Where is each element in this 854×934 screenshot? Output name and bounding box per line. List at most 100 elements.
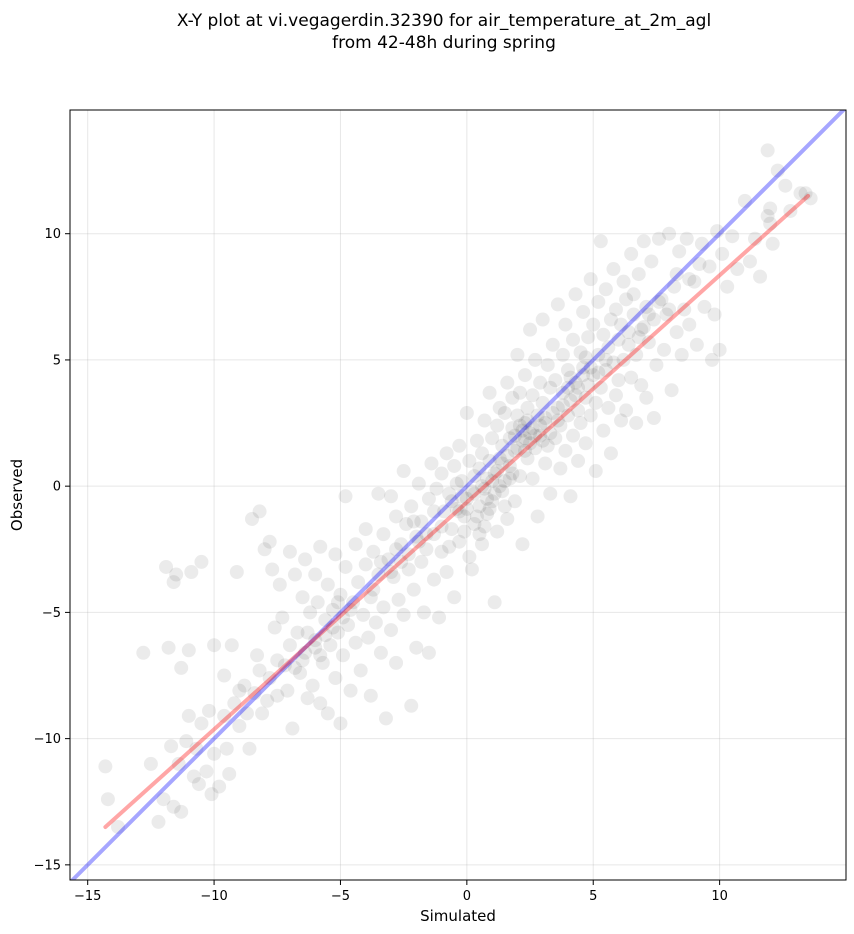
data-point <box>341 618 356 633</box>
data-point <box>406 582 421 597</box>
data-point <box>416 605 431 620</box>
data-point <box>515 433 530 448</box>
data-point <box>368 615 383 630</box>
data-point <box>280 683 295 698</box>
data-point <box>386 570 401 585</box>
data-point <box>614 413 629 428</box>
data-point <box>442 539 457 554</box>
data-point <box>169 567 184 582</box>
data-point <box>502 431 517 446</box>
data-point <box>649 357 664 372</box>
data-point <box>485 494 500 509</box>
data-point <box>566 332 581 347</box>
data-point <box>409 529 424 544</box>
data-point <box>293 665 308 680</box>
data-point <box>143 756 158 771</box>
data-point <box>550 297 565 312</box>
data-point <box>619 292 634 307</box>
data-point <box>378 711 393 726</box>
data-point <box>505 421 520 436</box>
data-point <box>452 504 467 519</box>
data-point <box>373 554 388 569</box>
data-point <box>571 380 586 395</box>
data-point <box>325 602 340 617</box>
data-point <box>348 537 363 552</box>
data-point <box>404 499 419 514</box>
data-point <box>191 777 206 792</box>
data-point <box>219 741 234 756</box>
data-point <box>475 446 490 461</box>
data-point <box>664 383 679 398</box>
data-point <box>530 509 545 524</box>
data-point <box>333 587 348 602</box>
data-point <box>654 292 669 307</box>
data-point <box>313 648 328 663</box>
data-point <box>371 567 386 582</box>
data-point <box>563 370 578 385</box>
data-point <box>669 325 684 340</box>
data-point <box>161 640 176 655</box>
data-point <box>657 342 672 357</box>
data-point <box>358 557 373 572</box>
plot-area-frame <box>69 109 847 881</box>
data-point <box>449 501 464 516</box>
data-point <box>641 307 656 322</box>
data-point <box>560 363 575 378</box>
data-point <box>429 481 444 496</box>
data-point <box>533 375 548 390</box>
data-point <box>303 605 318 620</box>
data-point <box>396 607 411 622</box>
data-point <box>98 759 113 774</box>
data-point <box>300 625 315 640</box>
data-point <box>540 357 555 372</box>
data-point <box>523 426 538 441</box>
data-point <box>497 499 512 514</box>
chart-title: X-Y plot at vi.vegagerdin.32390 for air_… <box>177 11 711 31</box>
data-point <box>308 640 323 655</box>
data-point <box>270 688 285 703</box>
data-point <box>252 663 267 678</box>
data-point <box>662 302 677 317</box>
data-point <box>477 519 492 534</box>
data-point <box>406 514 421 529</box>
data-point <box>748 231 763 246</box>
data-point <box>351 575 366 590</box>
data-point <box>464 484 479 499</box>
data-point <box>798 186 813 201</box>
data-point <box>424 456 439 471</box>
data-point <box>490 464 505 479</box>
data-point <box>376 527 391 542</box>
data-point <box>631 267 646 282</box>
data-point <box>525 421 540 436</box>
data-point <box>507 428 522 443</box>
data-point <box>421 645 436 660</box>
data-point <box>646 312 661 327</box>
data-point <box>760 209 775 224</box>
data-point <box>260 693 275 708</box>
data-point <box>434 519 449 534</box>
data-point <box>363 688 378 703</box>
data-point <box>459 405 474 420</box>
data-point <box>507 494 522 509</box>
data-point <box>555 347 570 362</box>
data-point <box>384 623 399 638</box>
data-point <box>434 544 449 559</box>
data-point <box>482 453 497 468</box>
data-point <box>156 792 171 807</box>
data-point <box>545 337 560 352</box>
data-point <box>472 461 487 476</box>
data-point <box>502 471 517 486</box>
data-point <box>477 481 492 496</box>
data-point <box>603 312 618 327</box>
data-point <box>523 436 538 451</box>
y-tick-label: 10 <box>44 227 61 242</box>
data-point <box>469 509 484 524</box>
data-point <box>186 769 201 784</box>
data-point <box>530 408 545 423</box>
data-point <box>634 322 649 337</box>
data-point <box>199 764 214 779</box>
data-point <box>586 368 601 383</box>
data-point <box>672 244 687 259</box>
data-point <box>538 456 553 471</box>
data-point <box>480 491 495 506</box>
